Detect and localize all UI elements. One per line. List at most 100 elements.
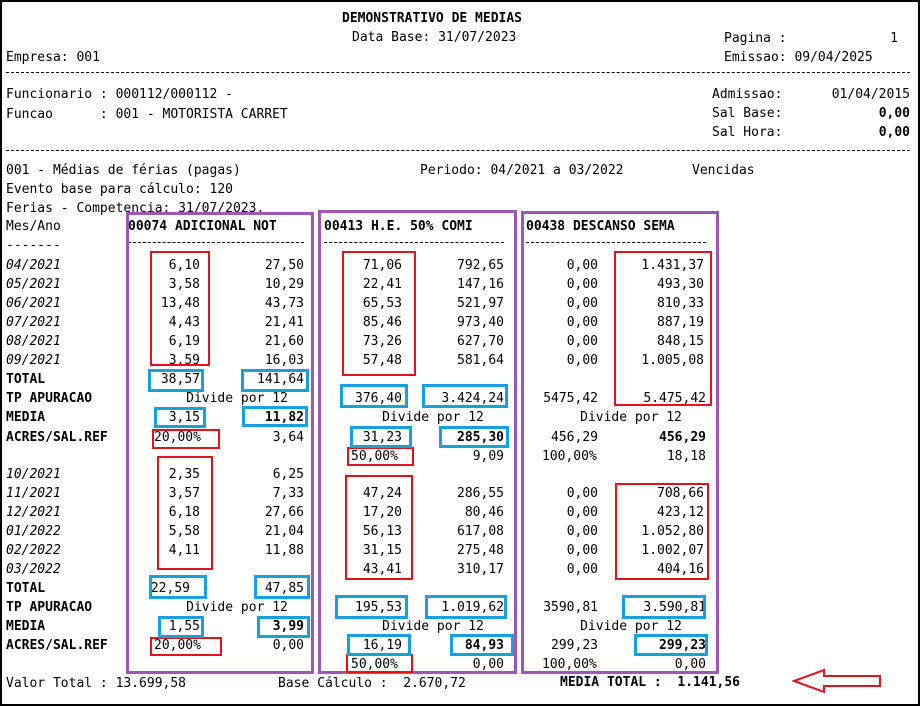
highlight-media-c1-value-block2	[257, 616, 310, 638]
base-calculo: Base Cálculo : 2.670,72	[278, 676, 466, 691]
arrow-left-icon	[792, 668, 881, 694]
empresa: Empresa: 001	[6, 50, 100, 65]
row-month: 08/2021	[6, 334, 61, 349]
acres-label: ACRES/SAL.REF	[6, 638, 108, 653]
row-c1-qty: 6,18	[168, 505, 200, 520]
row-c2-qty: 31,15	[362, 543, 402, 558]
row-c2-value: 275,48	[457, 543, 504, 558]
tp-c3-qty: 3590,81	[543, 600, 598, 615]
total-c1-qty: 38,57	[160, 372, 200, 387]
highlight-extra-pct-block1	[347, 447, 414, 466]
acres-c2-qty: 16,19	[362, 638, 402, 653]
row-c1-value: 27,66	[264, 505, 304, 520]
extra-c3-value: 0,00	[674, 657, 706, 672]
tp-c3-value: 5.475,42	[643, 391, 706, 406]
highlight-acres-c2-value-block2	[450, 634, 514, 656]
row-month: 03/2022	[6, 562, 61, 577]
highlight-acres-pct-block2	[150, 637, 222, 656]
row-c3-qty: 0,00	[566, 505, 598, 520]
row-c3-value: 1.052,80	[641, 524, 704, 539]
media-total: MEDIA TOTAL : 1.141,56	[560, 675, 741, 690]
highlight-tp-c3-value-block2	[622, 595, 706, 619]
row-c1-value: 16,03	[264, 353, 304, 368]
row-c2-value: 147,16	[457, 277, 504, 292]
tp-c3-qty: 5475,42	[543, 391, 598, 406]
column-header-descanso: 00438 DESCANSO SEMA	[526, 219, 675, 234]
row-month: 12/2021	[6, 505, 61, 520]
sal-hora-label: Sal Hora:	[712, 125, 783, 140]
acres-c1-value: 3,64	[272, 430, 304, 445]
row-c3-value: 810,33	[657, 296, 704, 311]
highlight-total-c1-qty-block1	[148, 369, 204, 392]
media-label: MEDIA	[6, 619, 46, 634]
highlight-c3-value-block1	[614, 251, 712, 406]
highlight-tp-c2-qty-block1	[340, 384, 408, 408]
sal-base-label: Sal Base:	[712, 106, 783, 121]
row-month: 05/2021	[6, 277, 61, 292]
admissao-label: Admissao:	[712, 87, 783, 102]
pagina-value: 1	[890, 31, 898, 46]
extra-c2-value: 9,09	[472, 449, 504, 464]
media-label: MEDIA	[6, 410, 46, 425]
row-c3-qty: 0,00	[566, 562, 598, 577]
row-c3-value: 887,19	[657, 315, 704, 330]
tp-c1-divide: Divide por 12	[186, 391, 288, 406]
row-c1-qty: 3,57	[168, 486, 200, 501]
admissao-value: 01/04/2015	[831, 87, 910, 102]
separator	[6, 72, 910, 73]
extra-c2-pct: 50,00%	[351, 657, 398, 672]
row-month: 10/2021	[6, 467, 61, 482]
acres-c2-value: 285,30	[457, 430, 504, 445]
acres-c1-pct: 20,00%	[154, 430, 201, 445]
media-c2-divide: Divide por 12	[382, 410, 484, 425]
row-c1-qty: 6,19	[168, 334, 200, 349]
mes-ano-dash: -------	[6, 238, 61, 253]
funcionario: Funcionario : 000112/000112 -	[6, 87, 233, 102]
highlight-tp-c2-value-block2	[425, 595, 507, 619]
row-c3-value: 1.002,07	[641, 543, 704, 558]
column-underline	[526, 242, 706, 243]
emissao: Emissao: 09/04/2025	[724, 50, 873, 65]
acres-c1-pct: 20,00%	[154, 638, 201, 653]
row-c3-qty: 0,00	[566, 486, 598, 501]
acres-c3-qty: 456,29	[551, 430, 598, 445]
row-c2-value: 973,40	[457, 315, 504, 330]
row-c1-value: 27,50	[264, 258, 304, 273]
acres-c2-qty: 31,23	[362, 430, 402, 445]
row-c1-qty: 5,58	[168, 524, 200, 539]
tp-c2-qty: 195,53	[355, 600, 402, 615]
row-c2-qty: 85,46	[362, 315, 402, 330]
extra-c2-value: 0,00	[472, 657, 504, 672]
highlight-acres-c2-value-block1	[439, 426, 509, 448]
media-c1-qty: 3,15	[168, 410, 200, 425]
row-c3-value: 708,66	[657, 486, 704, 501]
row-c1-value: 43,73	[264, 296, 304, 311]
row-c3-qty: 0,00	[566, 334, 598, 349]
highlight-acres-c2-qty-block1	[350, 426, 412, 448]
highlight-acres-c2-qty-block2	[347, 634, 411, 656]
row-month: 02/2022	[6, 543, 61, 558]
row-c2-qty: 71,06	[362, 258, 402, 273]
column-header-adicional-not: 00074 ADICIONAL NOT	[128, 219, 277, 234]
row-c2-qty: 65,53	[362, 296, 402, 311]
highlight-acres-pct-block1	[152, 429, 220, 449]
media-c3-divide: Divide por 12	[580, 619, 682, 634]
row-month: 04/2021	[6, 258, 61, 273]
row-c3-value: 423,12	[657, 505, 704, 520]
pagina-label: Pagina :	[724, 31, 787, 46]
row-month: 11/2021	[6, 486, 61, 501]
media-c1-value: 3,99	[272, 619, 304, 634]
extra-c3-pct: 100,00%	[542, 657, 597, 672]
row-c3-qty: 0,00	[566, 258, 598, 273]
row-c2-value: 617,08	[457, 524, 504, 539]
row-c2-qty: 22,41	[362, 277, 402, 292]
acres-c2-value: 84,93	[464, 638, 504, 653]
row-c1-qty: 6,10	[168, 258, 200, 273]
media-c1-value: 11,82	[264, 410, 304, 425]
row-c1-value: 11,88	[264, 543, 304, 558]
row-c3-value: 493,30	[657, 277, 704, 292]
row-c2-value: 521,97	[457, 296, 504, 311]
acres-c1-value: 0,00	[272, 638, 304, 653]
column-header-he-50: 00413 H.E. 50% COMI	[324, 219, 473, 234]
